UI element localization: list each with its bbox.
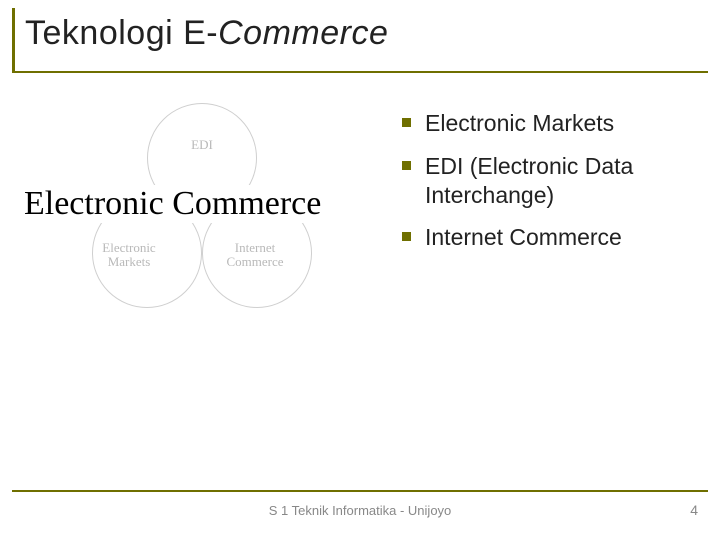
list-item: EDI (Electronic Data Interchange): [402, 152, 698, 210]
list-item: Electronic Markets: [402, 109, 698, 138]
content-area: EDI Electronic Markets Internet Commerce…: [12, 83, 708, 353]
bullet-text: Electronic Markets: [425, 109, 614, 138]
list-item: Internet Commerce: [402, 223, 698, 252]
title-plain: Teknologi E-: [25, 14, 218, 52]
bullet-square-icon: [402, 232, 411, 241]
page-title: Teknologi E-Commerce: [25, 14, 708, 53]
bullet-square-icon: [402, 118, 411, 127]
bullet-list: Electronic Markets EDI (Electronic Data …: [402, 109, 698, 252]
venn-label-bottom-right: Internet Commerce: [220, 241, 290, 270]
bullet-square-icon: [402, 161, 411, 170]
slide: Teknologi E-Commerce EDI Electronic Mark…: [0, 0, 720, 540]
venn-label-bottom-left: Electronic Markets: [94, 241, 164, 270]
footer-divider: [12, 490, 708, 492]
page-number: 4: [690, 502, 698, 518]
bullet-list-region: Electronic Markets EDI (Electronic Data …: [392, 103, 698, 353]
footer-text: S 1 Teknik Informatika - Unijoyo: [0, 503, 720, 518]
bullet-text: EDI (Electronic Data Interchange): [425, 152, 698, 210]
diagram-heading: Electronic Commerce: [22, 185, 323, 223]
title-italic: Commerce: [218, 14, 388, 52]
venn-diagram: EDI Electronic Markets Internet Commerce…: [22, 103, 392, 353]
bullet-text: Internet Commerce: [425, 223, 622, 252]
title-box: Teknologi E-Commerce: [12, 8, 708, 73]
venn-label-top: EDI: [182, 138, 222, 152]
